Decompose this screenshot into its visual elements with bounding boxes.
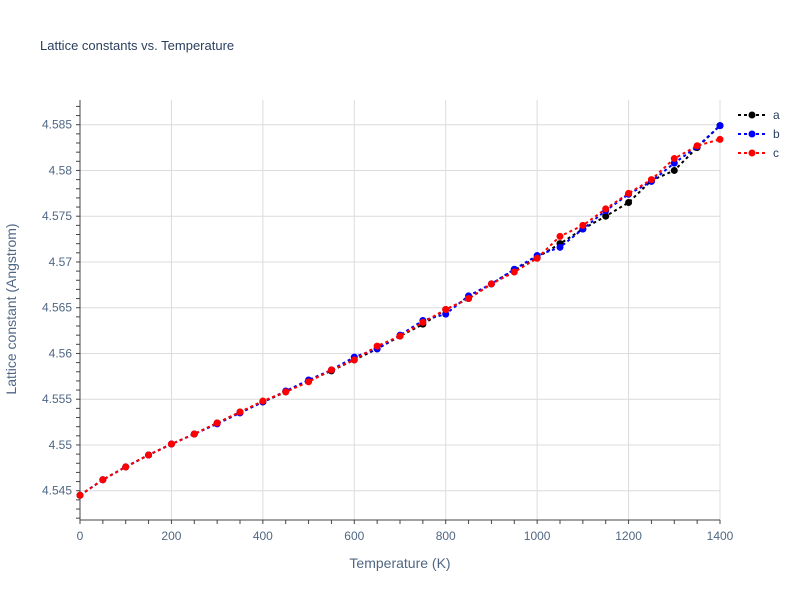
- legend-marker-c: [748, 149, 756, 157]
- y-tick-label: 4.55: [49, 438, 73, 452]
- y-tick-label: 4.57: [49, 255, 73, 269]
- x-tick-label: 1000: [524, 529, 551, 543]
- x-tick-label: 1400: [707, 529, 734, 543]
- data-point-c: [510, 268, 518, 276]
- y-axis-title: Lattice constant (Angstrom): [3, 223, 19, 394]
- data-point-c: [670, 155, 678, 163]
- data-point-c: [465, 295, 473, 303]
- data-point-a: [670, 166, 678, 174]
- y-tick-label: 4.555: [42, 392, 72, 406]
- data-point-c: [693, 142, 701, 150]
- x-axis-title: Temperature (K): [349, 555, 450, 571]
- y-tick-label: 4.585: [42, 118, 72, 132]
- data-point-c: [647, 176, 655, 184]
- x-tick-label: 1200: [615, 529, 642, 543]
- data-point-c: [282, 388, 290, 396]
- data-point-c: [602, 205, 610, 213]
- x-tick-label: 0: [77, 529, 84, 543]
- y-tick-label: 4.56: [49, 346, 73, 360]
- data-point-a: [625, 198, 633, 206]
- x-tick-label: 200: [161, 529, 181, 543]
- legend-label-c: c: [773, 146, 779, 160]
- data-point-c: [167, 440, 175, 448]
- data-point-c: [145, 451, 153, 459]
- legend-item-a[interactable]: a: [738, 108, 780, 122]
- data-point-c: [579, 221, 587, 229]
- y-tick-label: 4.545: [42, 484, 72, 498]
- series-layer: [76, 122, 724, 499]
- x-tick-label: 600: [344, 529, 364, 543]
- y-tick-label: 4.565: [42, 301, 72, 315]
- data-point-b: [556, 243, 564, 251]
- data-point-c: [373, 342, 381, 350]
- data-point-c: [716, 135, 724, 143]
- data-point-a: [602, 212, 610, 220]
- data-point-c: [190, 430, 198, 438]
- legend[interactable]: abc: [738, 108, 780, 160]
- data-point-c: [76, 491, 84, 499]
- data-point-c: [396, 332, 404, 340]
- series-c: [76, 135, 724, 499]
- data-point-c: [625, 189, 633, 197]
- data-point-c: [556, 232, 564, 240]
- data-point-c: [213, 419, 221, 427]
- data-point-c: [122, 463, 130, 471]
- legend-marker-a: [748, 111, 756, 119]
- data-point-c: [327, 366, 335, 374]
- legend-item-c[interactable]: c: [738, 146, 779, 160]
- legend-label-b: b: [773, 127, 780, 141]
- legend-item-b[interactable]: b: [738, 127, 780, 141]
- data-point-c: [419, 318, 427, 326]
- y-tick-label: 4.575: [42, 209, 72, 223]
- legend-label-a: a: [773, 108, 780, 122]
- data-point-c: [99, 476, 107, 484]
- x-tick-label: 800: [436, 529, 456, 543]
- data-point-c: [350, 356, 358, 364]
- data-point-c: [442, 306, 450, 314]
- axes: 0 200 400 600 800 1000 1200 1400 4.545 4.55 4.555 4…: [42, 100, 734, 543]
- data-point-c: [533, 254, 541, 262]
- y-tick-label: 4.58: [49, 163, 73, 177]
- series-line-c: [79, 138, 721, 497]
- gridlines: [80, 100, 721, 520]
- chart-title: Lattice constants vs. Temperature: [40, 38, 234, 53]
- data-point-c: [259, 397, 267, 405]
- x-tick-label: 400: [253, 529, 273, 543]
- data-point-c: [305, 378, 313, 386]
- data-point-b: [716, 122, 724, 130]
- data-point-c: [236, 408, 244, 416]
- data-point-c: [487, 280, 495, 288]
- legend-marker-b: [748, 130, 756, 138]
